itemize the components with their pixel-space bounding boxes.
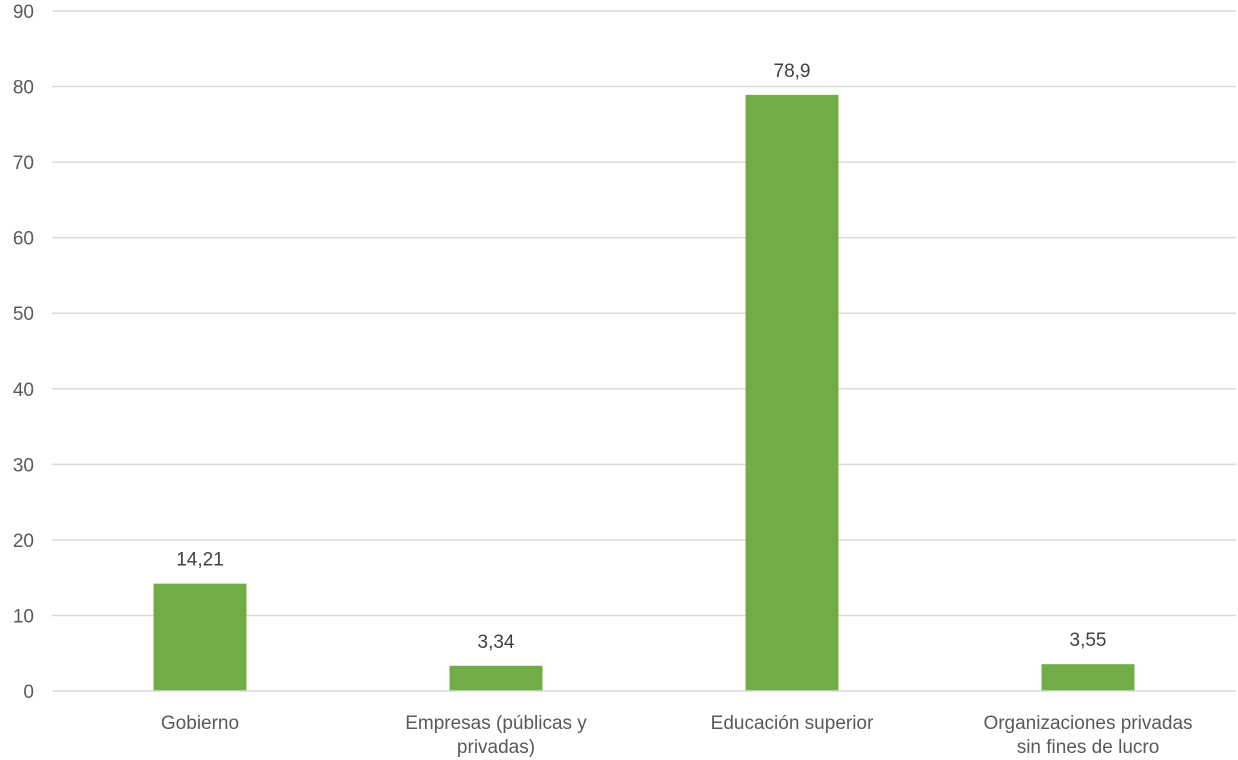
category-label-line: Gobierno	[161, 713, 239, 734]
category-label: Organizaciones privadas sin fines de lucr…	[983, 713, 1192, 758]
y-tick-label: 0	[23, 682, 34, 703]
bars	[153, 94, 1135, 691]
category-labels: Gobierno Empresas (públicas y privadas) Edu…	[161, 713, 1193, 758]
category-label-line: Educación superior	[711, 713, 874, 734]
y-tick-label: 20	[13, 531, 34, 552]
category-label-line: Empresas (públicas y	[405, 713, 587, 734]
data-label: 14,21	[176, 550, 224, 571]
data-label: 78,9	[774, 61, 811, 82]
bar-2	[449, 665, 543, 691]
category-label-line: sin fines de lucro	[1017, 737, 1160, 758]
data-label: 3,34	[478, 632, 515, 653]
y-tick-label: 10	[13, 606, 34, 627]
bar-1	[153, 583, 247, 691]
gridlines	[52, 10, 1236, 617]
y-tick-label: 60	[13, 229, 34, 250]
y-tick-label: 80	[13, 78, 34, 99]
y-tick-label: 30	[13, 455, 34, 476]
y-axis-tick-labels: 0 10 20 30 40 50 60 70 80 90	[13, 2, 34, 703]
bar-3	[745, 94, 839, 691]
category-label: Gobierno	[161, 713, 239, 734]
data-label: 3,55	[1070, 630, 1107, 651]
category-label-line: Organizaciones privadas	[983, 713, 1192, 734]
y-tick-label: 50	[13, 304, 34, 325]
category-label: Educación superior	[711, 713, 874, 734]
y-tick-label: 70	[13, 153, 34, 174]
category-label: Empresas (públicas y privadas)	[405, 713, 587, 758]
y-tick-label: 90	[13, 2, 34, 23]
bar-4	[1041, 664, 1135, 691]
y-tick-label: 40	[13, 380, 34, 401]
data-labels: 14,21 3,34 78,9 3,55	[176, 61, 1106, 653]
category-label-line: privadas)	[457, 737, 535, 758]
